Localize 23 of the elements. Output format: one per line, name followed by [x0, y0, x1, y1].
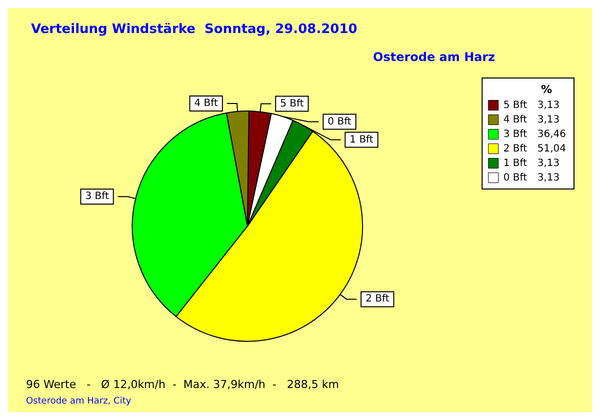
data-label: 3,13 — [537, 114, 560, 126]
slice-label: 0 Bft — [328, 116, 352, 128]
slice-label: 5 Bft — [280, 98, 304, 110]
legend-label: 5 Bft — [503, 100, 528, 111]
slice-label: 3 Bft — [85, 191, 109, 202]
legend-label: 2 Bft — [503, 143, 528, 154]
data-label: 3,13 — [537, 158, 560, 169]
legend-label: 4 Bft — [503, 114, 528, 126]
slice-label: 2 Bft — [366, 294, 390, 305]
text: Osterode am Harz, City — [26, 396, 132, 406]
legend-label: 1 Bft — [503, 158, 528, 169]
data-label: 36,46 — [537, 128, 566, 140]
data-label: 3,13 — [537, 100, 560, 111]
slice-label: 4 Bft — [194, 98, 218, 109]
chart-title: Verteilung Windstärke Sonntag, 29.08.2010 — [31, 22, 358, 37]
data-label: 3,13 — [537, 172, 560, 184]
chart-subtitle: Osterode am Harz — [373, 50, 496, 64]
legend-title: % — [540, 83, 552, 96]
data-label: 51,04 — [537, 143, 566, 154]
slice-label: 1 Bft — [350, 134, 374, 146]
legend-label: 0 Bft — [503, 172, 528, 184]
text: 96 Werte - Ø 12,0km/h - Max. 37,9km/h - 288,5 km — [26, 378, 339, 391]
legend-label: 3 Bft — [503, 128, 528, 140]
